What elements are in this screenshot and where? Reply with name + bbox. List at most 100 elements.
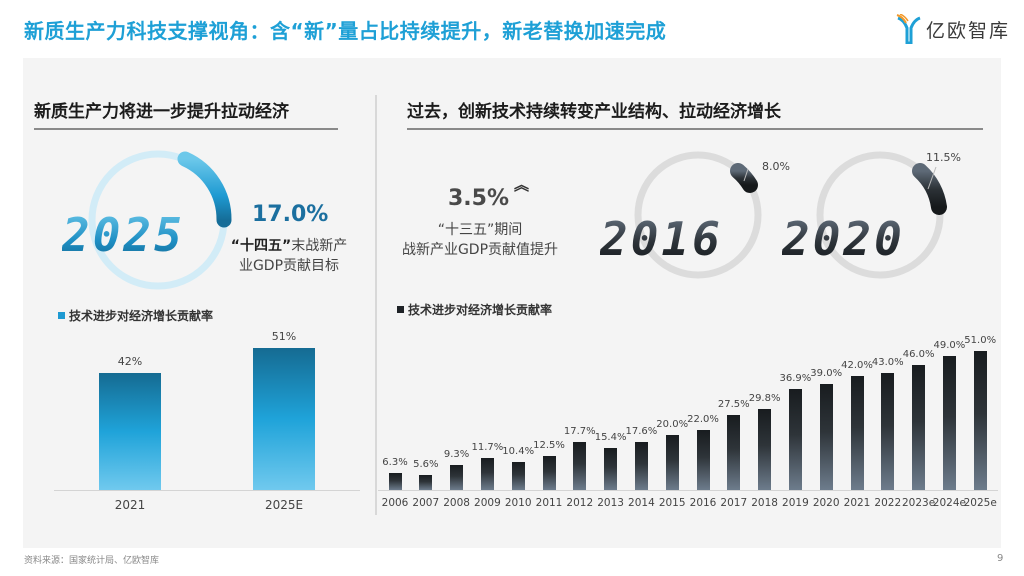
bar-label: 51%: [271, 330, 297, 343]
logo-text: 亿欧智库: [926, 19, 1011, 42]
bar-2007: [419, 474, 433, 490]
bar-label: 36.9%: [779, 373, 812, 385]
legend-label: 技术进步对经济增长贡献率: [408, 303, 553, 317]
target-gauge-ring: [88, 150, 232, 290]
bar-2011: [542, 455, 556, 490]
bar-label: 43.0%: [871, 356, 904, 368]
x-axis: [378, 490, 998, 491]
bar-2022: [881, 372, 895, 490]
gauge-2016-pct: 8.0%: [762, 160, 790, 173]
x-label: 2024e: [932, 497, 966, 509]
target-pct: 17.0%: [252, 202, 329, 227]
growth-desc-line1: “十三五”期间: [437, 222, 523, 238]
yiou-logo-icon: [896, 14, 921, 44]
bar-label: 42%: [117, 355, 143, 368]
x-label: 2007: [412, 497, 440, 509]
x-label: 2025e: [963, 497, 997, 509]
bar-label: 46.0%: [902, 348, 935, 360]
growth-pct: 3.5%: [448, 186, 510, 211]
bar-2019: [788, 389, 802, 490]
x-label: 2023e: [902, 497, 936, 509]
bar-label: 42.0%: [841, 359, 873, 371]
target-desc-quote: “十四五”: [230, 238, 292, 254]
growth-desc: “十三五”期间 战新产业GDP贡献值提升: [380, 220, 580, 260]
bar-2016: [696, 430, 710, 490]
gauge-2020-year: 2020: [782, 212, 905, 266]
bar-label: 9.3%: [443, 448, 470, 460]
bar-2006: [388, 472, 402, 490]
bar-2023e: [912, 364, 926, 490]
logo: 亿欧智库: [896, 14, 1010, 44]
bar-label: 10.4%: [502, 445, 535, 457]
bar-2025e: [253, 348, 315, 490]
bar-2014: [634, 442, 648, 490]
left-chart-legend: 技术进步对经济增长贡献率: [58, 307, 213, 324]
legend-swatch-icon: [58, 312, 65, 319]
page-number: 9: [997, 553, 1004, 564]
bar-2015: [665, 435, 679, 490]
x-label: 2013: [597, 497, 624, 509]
right-section-title: 过去，创新技术持续转变产业结构、拉动经济增长: [407, 97, 983, 130]
target-year: 2025: [62, 208, 185, 262]
bar-label: 6.3%: [382, 456, 408, 468]
growth-desc-line2: 战新产业GDP贡献值提升: [401, 242, 559, 258]
x-label: 2014: [628, 497, 655, 509]
gauge-2016-ring: [634, 151, 762, 279]
bar-2025e: [973, 351, 987, 490]
bar-label: 20.0%: [656, 419, 689, 431]
x-label: 2017: [720, 497, 748, 509]
bar-label: 12.5%: [533, 439, 565, 451]
x-label: 2012: [566, 497, 594, 509]
x-axis: [54, 490, 360, 491]
legend-label: 技术进步对经济增长贡献率: [69, 309, 214, 323]
bar-label: 27.5%: [717, 399, 750, 411]
gauge-2020-ring: [816, 151, 947, 279]
bar-label: 17.7%: [563, 425, 596, 437]
x-label: 2008: [443, 497, 470, 509]
gauge-2016-year: 2016: [600, 212, 723, 266]
target-desc-line1: 末战新产: [291, 238, 348, 254]
double-chevron-up-icon: ︽: [514, 176, 530, 194]
target-desc: “十四五”末战新产 业GDP贡献目标: [214, 236, 364, 276]
x-label: 2019: [782, 497, 809, 509]
bar-2021: [99, 373, 161, 490]
bar-2008: [450, 464, 464, 490]
x-label: 2009: [474, 497, 501, 509]
bar-2024e: [942, 356, 956, 490]
x-label: 2025E: [264, 498, 304, 512]
bar-2012: [573, 441, 587, 490]
bar-2021: [850, 375, 864, 490]
bar-2009: [480, 458, 494, 490]
x-label: 2015: [658, 497, 686, 509]
bar-label: 51.0%: [964, 335, 997, 346]
bar-2010: [511, 461, 525, 490]
bar-label: 11.7%: [471, 442, 504, 454]
legend-swatch-icon: [397, 306, 404, 313]
page-title: 新质生产力科技支撑视角：含“新”量占比持续提升，新老替换加速完成: [24, 19, 667, 43]
x-label: 2010: [504, 497, 532, 509]
left-section-title: 新质生产力将进一步提升拉动经济: [34, 97, 338, 130]
bar-2020: [819, 383, 833, 490]
gauge-2020-pct: 11.5%: [926, 151, 961, 164]
x-label: 2006: [381, 497, 409, 509]
bar-label: 39.0%: [810, 367, 843, 379]
bar-label: 17.6%: [625, 426, 658, 438]
right-chart-legend: 技术进步对经济增长贡献率: [397, 301, 552, 318]
x-label: 2018: [751, 497, 778, 509]
bar-label: 29.8%: [748, 392, 781, 404]
bar-label: 5.6%: [413, 458, 439, 470]
bar-label: 15.4%: [594, 432, 627, 444]
bar-label: 22.0%: [687, 414, 719, 426]
x-label: 2021: [843, 497, 871, 509]
x-label: 2020: [812, 497, 840, 509]
source-note: 资料来源：国家统计局、亿欧智库: [24, 556, 160, 566]
x-label: 2021: [114, 498, 146, 512]
x-label: 2016: [689, 497, 717, 509]
bar-label: 49.0%: [933, 340, 966, 352]
x-label: 2022: [874, 497, 902, 509]
target-desc-line2: 业GDP贡献目标: [238, 258, 340, 274]
bar-2017: [727, 415, 741, 490]
divider: [375, 95, 377, 515]
bar-2018: [758, 408, 772, 490]
x-label: 2011: [535, 497, 563, 509]
